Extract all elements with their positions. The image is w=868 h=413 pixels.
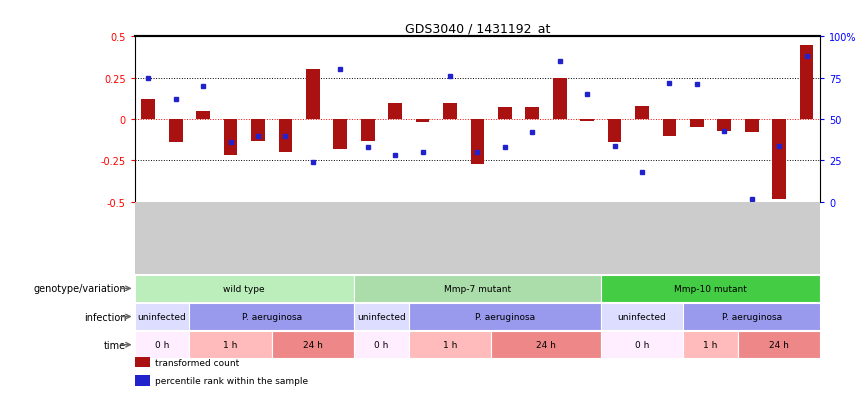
Bar [773, 120, 786, 199]
Text: transformed count: transformed count [155, 358, 240, 367]
Text: percentile rank within the sample: percentile rank within the sample [155, 376, 308, 385]
Text: 1 h: 1 h [703, 340, 718, 349]
Bar [690, 120, 704, 128]
Bar [491, 331, 601, 358]
Bar [354, 331, 409, 358]
Text: 24 h: 24 h [536, 340, 556, 349]
Bar [718, 120, 731, 131]
Text: 1 h: 1 h [443, 340, 457, 349]
Text: 1 h: 1 h [223, 340, 238, 349]
Text: genotype/variation: genotype/variation [34, 284, 127, 294]
Bar [333, 120, 347, 150]
Bar [224, 120, 238, 156]
Bar [745, 120, 759, 133]
Text: 24 h: 24 h [303, 340, 323, 349]
Text: uninfected: uninfected [618, 312, 667, 321]
Bar [354, 275, 601, 302]
Bar [738, 331, 820, 358]
Bar [135, 275, 354, 302]
Bar [135, 331, 189, 358]
Text: P. aeruginosa: P. aeruginosa [721, 312, 782, 321]
Text: P. aeruginosa: P. aeruginosa [241, 312, 302, 321]
Bar [388, 103, 402, 120]
Bar [354, 303, 409, 330]
Bar [683, 331, 738, 358]
Text: 0 h: 0 h [374, 340, 389, 349]
Text: infection: infection [84, 312, 127, 322]
Bar [141, 100, 155, 120]
Bar [601, 303, 683, 330]
Bar [662, 120, 676, 136]
Bar [409, 331, 491, 358]
Bar [169, 120, 182, 143]
Bar [601, 275, 820, 302]
Bar [196, 112, 210, 120]
Bar [189, 303, 354, 330]
Bar [306, 70, 319, 120]
Bar [272, 331, 354, 358]
Bar [553, 78, 567, 120]
Text: 0 h: 0 h [155, 340, 169, 349]
Title: GDS3040 / 1431192_at: GDS3040 / 1431192_at [404, 21, 550, 35]
Text: uninfected: uninfected [138, 312, 187, 321]
Bar [581, 120, 594, 121]
Bar [601, 331, 683, 358]
Text: uninfected: uninfected [357, 312, 405, 321]
Text: 24 h: 24 h [769, 340, 789, 349]
Text: P. aeruginosa: P. aeruginosa [475, 312, 535, 321]
Bar [799, 45, 813, 120]
Bar [444, 103, 457, 120]
Bar [525, 108, 539, 120]
Bar [416, 120, 430, 123]
Bar [189, 331, 272, 358]
Bar [361, 120, 375, 141]
Bar [608, 120, 621, 143]
Text: Mmp-7 mutant: Mmp-7 mutant [444, 284, 511, 293]
Text: Mmp-10 mutant: Mmp-10 mutant [674, 284, 747, 293]
Bar [135, 303, 189, 330]
Bar [498, 108, 512, 120]
Bar [683, 303, 820, 330]
Bar [635, 107, 649, 120]
Text: wild type: wild type [223, 284, 265, 293]
Bar [279, 120, 293, 153]
Bar [409, 303, 601, 330]
Text: 0 h: 0 h [635, 340, 649, 349]
Bar [251, 120, 265, 141]
Text: time: time [104, 340, 127, 350]
Bar [470, 120, 484, 164]
